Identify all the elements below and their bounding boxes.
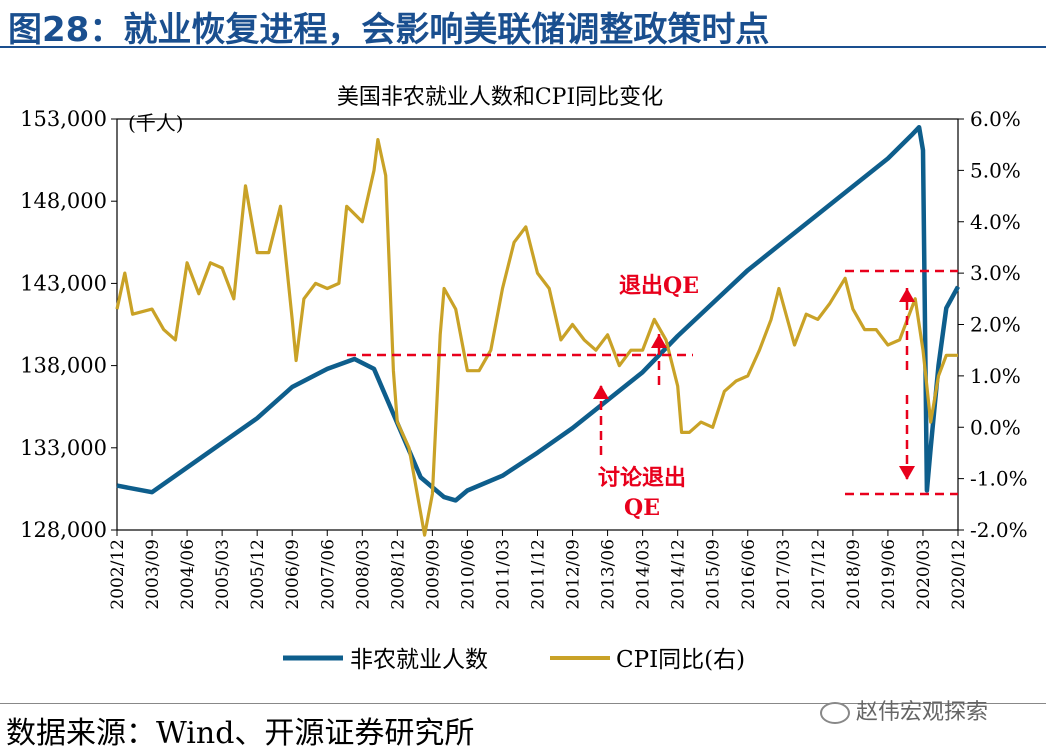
source-rule	[0, 703, 1046, 704]
x-tick-label: 2008/03	[353, 539, 373, 610]
payrolls-series-line	[116, 124, 960, 503]
y-right-tick-label: 0.0%	[970, 415, 1021, 439]
arrow-2020-up-head	[899, 288, 915, 302]
wechat-icon	[820, 702, 850, 724]
x-tick-label: 2017/03	[774, 539, 794, 610]
y-right-tick-label: 5.0%	[970, 158, 1021, 182]
x-tick-label: 2013/06	[599, 539, 619, 610]
arrow-2020-down-head	[899, 466, 915, 480]
y-right-tick-label: -2.0%	[970, 518, 1028, 542]
legend-label-payrolls: 非农就业人数	[350, 647, 488, 673]
x-tick-label: 2005/12	[248, 539, 268, 610]
annotation-discuss-exit-qe-line2: QE	[624, 495, 660, 521]
x-tick-label: 2010/06	[458, 539, 478, 610]
y-right-tick-label: 3.0%	[970, 261, 1021, 285]
arrow-discuss-exit-qe-head	[593, 385, 609, 399]
x-tick-label: 2009/09	[423, 539, 443, 610]
chart-axes: 128,000 133,000 138,000 143,000 148,000 153,0…	[20, 107, 1027, 610]
x-tick-label: 2016/06	[739, 539, 759, 610]
plot-frame	[116, 118, 959, 531]
y-right-tick-label: 6.0%	[970, 107, 1021, 131]
y-right-tick-label: 4.0%	[970, 210, 1021, 234]
x-tick-label: 2020/12	[949, 539, 969, 610]
annotation-discuss-exit-qe-line1: 讨论退出	[598, 465, 686, 491]
watermark: 赵伟宏观探索	[820, 694, 988, 726]
arrow-exit-qe-head	[651, 334, 667, 348]
x-tick-label: 2005/03	[213, 539, 233, 610]
x-tick-label: 2006/09	[283, 539, 303, 610]
x-tick-label: 2012/09	[564, 539, 584, 610]
x-tick-label: 2018/09	[844, 539, 864, 610]
x-tick-label: 2015/09	[704, 539, 724, 610]
figure-title: 图28：就业恢复进程，会影响美联储调整政策时点	[8, 10, 770, 50]
legend: 非农就业人数 CPI同比(右)	[283, 647, 745, 673]
x-tick-label: 2007/06	[318, 539, 338, 610]
x-tick-label: 2004/06	[178, 539, 198, 610]
y-unit-label: (千人)	[128, 111, 184, 135]
x-tick-label: 2020/03	[914, 539, 934, 610]
x-tick-label: 2011/12	[529, 539, 549, 610]
x-tick-label: 2017/12	[809, 539, 829, 610]
y-left-tick-label: 153,000	[20, 107, 107, 131]
y-left-tick-label: 128,000	[20, 518, 107, 542]
x-tick-label: 2003/09	[143, 539, 163, 610]
watermark-text: 赵伟宏观探索	[856, 700, 989, 725]
legend-label-cpi: CPI同比(右)	[616, 647, 745, 673]
y-left-tick-label: 148,000	[20, 189, 107, 213]
x-tick-label: 2019/06	[879, 539, 899, 610]
y-left-tick-label: 133,000	[20, 436, 107, 460]
y-left-tick-label: 143,000	[20, 271, 107, 295]
y-right-tick-label: -1.0%	[970, 467, 1028, 491]
y-right-tick-label: 1.0%	[970, 364, 1021, 388]
source-note: 数据来源：Wind、开源证券研究所	[6, 716, 475, 751]
x-tick-label: 2014/12	[669, 539, 689, 610]
y-right-tick-label: 2.0%	[970, 313, 1021, 337]
x-tick-label: 2008/12	[388, 539, 408, 610]
x-tick-label: 2014/03	[634, 539, 654, 610]
title-rule	[0, 46, 1046, 48]
chart-annotations: 退出QE 讨论退出 QE	[347, 269, 958, 521]
cpi-series-line	[115, 138, 958, 537]
chart: 128,000 133,000 138,000 143,000 148,000 153,0…	[20, 85, 1027, 673]
chart-series	[115, 124, 960, 537]
annotation-discuss-exit-qe: 讨论退出 QE	[598, 465, 686, 521]
x-tick-label: 2011/03	[493, 539, 513, 610]
x-tick-label: 2002/12	[108, 539, 128, 610]
y-left-tick-label: 138,000	[20, 354, 107, 378]
chart-title: 美国非农就业人数和CPI同比变化	[337, 85, 663, 110]
annotation-exit-qe: 退出QE	[619, 273, 699, 299]
